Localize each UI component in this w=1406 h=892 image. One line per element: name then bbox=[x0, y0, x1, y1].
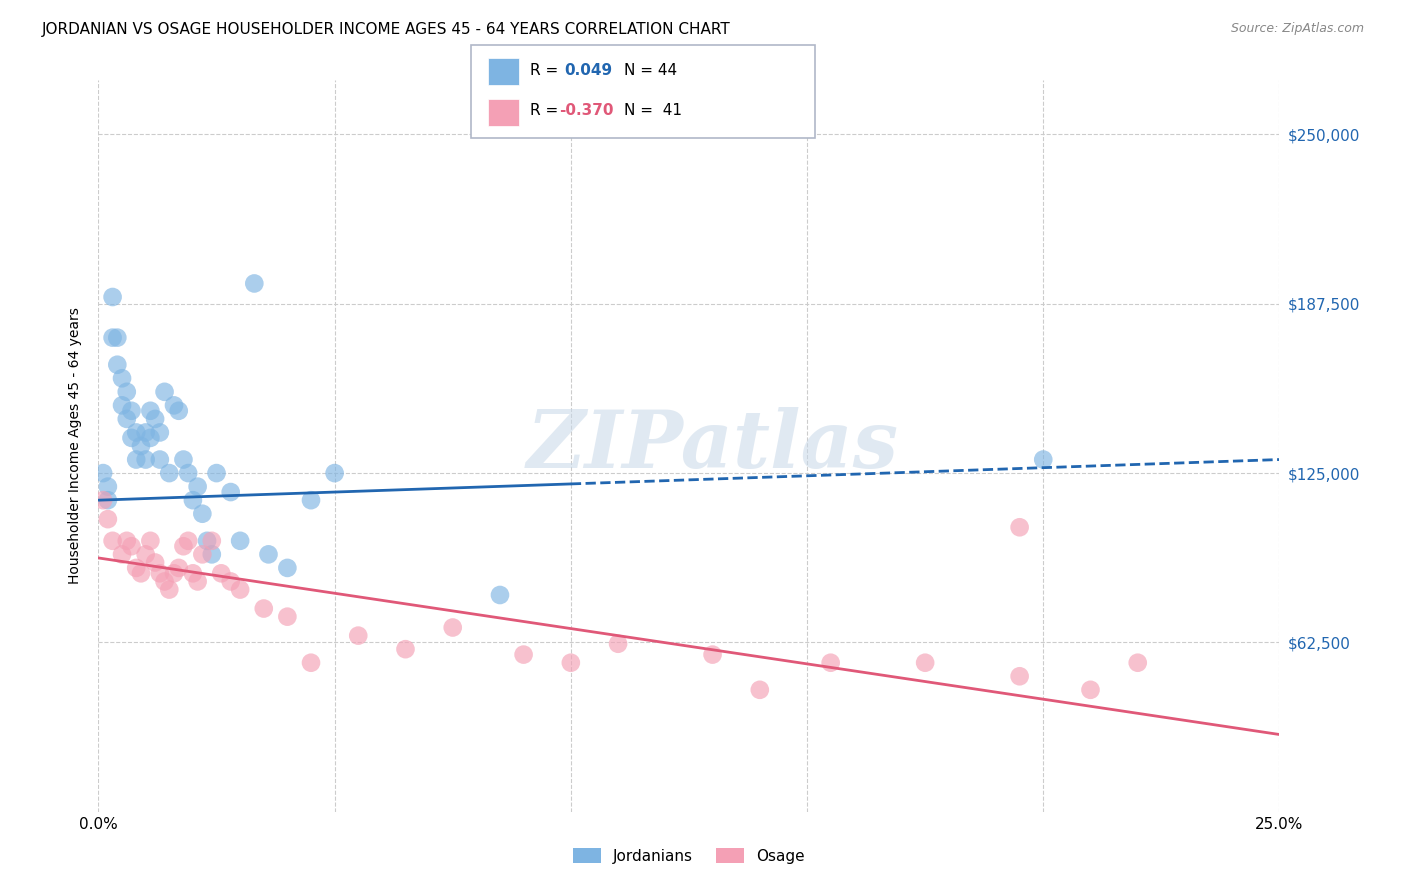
Point bbox=[205, 466, 228, 480]
Point bbox=[702, 648, 724, 662]
Point bbox=[229, 582, 252, 597]
Point bbox=[125, 425, 148, 440]
Point bbox=[276, 561, 298, 575]
Point bbox=[1008, 669, 1031, 683]
Text: N = 44: N = 44 bbox=[624, 63, 678, 78]
Point bbox=[820, 656, 842, 670]
Y-axis label: Householder Income Ages 45 - 64 years: Householder Income Ages 45 - 64 years bbox=[69, 308, 83, 584]
Point bbox=[143, 412, 166, 426]
Point bbox=[121, 431, 143, 445]
Text: -0.370: -0.370 bbox=[560, 103, 614, 118]
Point bbox=[243, 277, 266, 291]
Point bbox=[1126, 656, 1149, 670]
Point bbox=[181, 566, 204, 581]
Text: 0.049: 0.049 bbox=[564, 63, 612, 78]
Point bbox=[149, 425, 172, 440]
Point bbox=[560, 656, 582, 670]
Text: Source: ZipAtlas.com: Source: ZipAtlas.com bbox=[1230, 22, 1364, 36]
Text: N =  41: N = 41 bbox=[624, 103, 682, 118]
Point bbox=[607, 637, 630, 651]
Point bbox=[219, 574, 242, 589]
Point bbox=[121, 404, 143, 418]
Point bbox=[135, 425, 157, 440]
Point bbox=[229, 533, 252, 548]
Point bbox=[105, 358, 128, 372]
Point bbox=[143, 556, 166, 570]
Point bbox=[1008, 520, 1031, 534]
Point bbox=[139, 533, 162, 548]
Point bbox=[191, 547, 214, 561]
Point bbox=[201, 533, 224, 548]
Point bbox=[111, 398, 134, 412]
Point bbox=[163, 398, 186, 412]
Point bbox=[299, 656, 322, 670]
Point bbox=[914, 656, 936, 670]
Point bbox=[125, 561, 148, 575]
Point bbox=[257, 547, 280, 561]
Point bbox=[149, 566, 172, 581]
Point bbox=[253, 601, 276, 615]
Point bbox=[111, 547, 134, 561]
Point bbox=[101, 331, 124, 345]
Point bbox=[115, 533, 138, 548]
Point bbox=[135, 452, 157, 467]
Point bbox=[748, 682, 770, 697]
Text: ZIPatlas: ZIPatlas bbox=[526, 408, 898, 484]
Point bbox=[177, 533, 200, 548]
Point bbox=[276, 609, 298, 624]
Point bbox=[135, 547, 157, 561]
Point bbox=[181, 493, 204, 508]
Point bbox=[129, 439, 152, 453]
Point bbox=[129, 566, 152, 581]
Point bbox=[167, 404, 190, 418]
Point bbox=[115, 412, 138, 426]
Point bbox=[172, 539, 194, 553]
Point bbox=[394, 642, 416, 657]
Point bbox=[125, 452, 148, 467]
Point bbox=[201, 547, 224, 561]
Point bbox=[97, 512, 120, 526]
Point bbox=[299, 493, 322, 508]
Point bbox=[115, 384, 138, 399]
Legend: Jordanians, Osage: Jordanians, Osage bbox=[568, 842, 810, 870]
Point bbox=[139, 404, 162, 418]
Point bbox=[157, 466, 180, 480]
Point bbox=[167, 561, 190, 575]
Point bbox=[97, 480, 120, 494]
Point bbox=[195, 533, 218, 548]
Point bbox=[1080, 682, 1102, 697]
Point bbox=[441, 620, 464, 634]
Point bbox=[172, 452, 194, 467]
Point bbox=[101, 533, 124, 548]
Point bbox=[489, 588, 512, 602]
Point bbox=[177, 466, 200, 480]
Point bbox=[512, 648, 534, 662]
Point bbox=[91, 493, 114, 508]
Point bbox=[121, 539, 143, 553]
Point bbox=[105, 331, 128, 345]
Point bbox=[139, 431, 162, 445]
Point bbox=[163, 566, 186, 581]
Point bbox=[101, 290, 124, 304]
Text: R =: R = bbox=[530, 63, 568, 78]
Point bbox=[187, 480, 209, 494]
Point bbox=[149, 452, 172, 467]
Text: R =: R = bbox=[530, 103, 564, 118]
Point bbox=[157, 582, 180, 597]
Point bbox=[97, 493, 120, 508]
Point bbox=[187, 574, 209, 589]
Point bbox=[219, 485, 242, 500]
Point bbox=[153, 384, 176, 399]
Point bbox=[191, 507, 214, 521]
Point bbox=[209, 566, 232, 581]
Point bbox=[323, 466, 346, 480]
Point bbox=[153, 574, 176, 589]
Point bbox=[111, 371, 134, 385]
Text: JORDANIAN VS OSAGE HOUSEHOLDER INCOME AGES 45 - 64 YEARS CORRELATION CHART: JORDANIAN VS OSAGE HOUSEHOLDER INCOME AG… bbox=[42, 22, 731, 37]
Point bbox=[347, 629, 370, 643]
Point bbox=[1032, 452, 1054, 467]
Point bbox=[91, 466, 114, 480]
